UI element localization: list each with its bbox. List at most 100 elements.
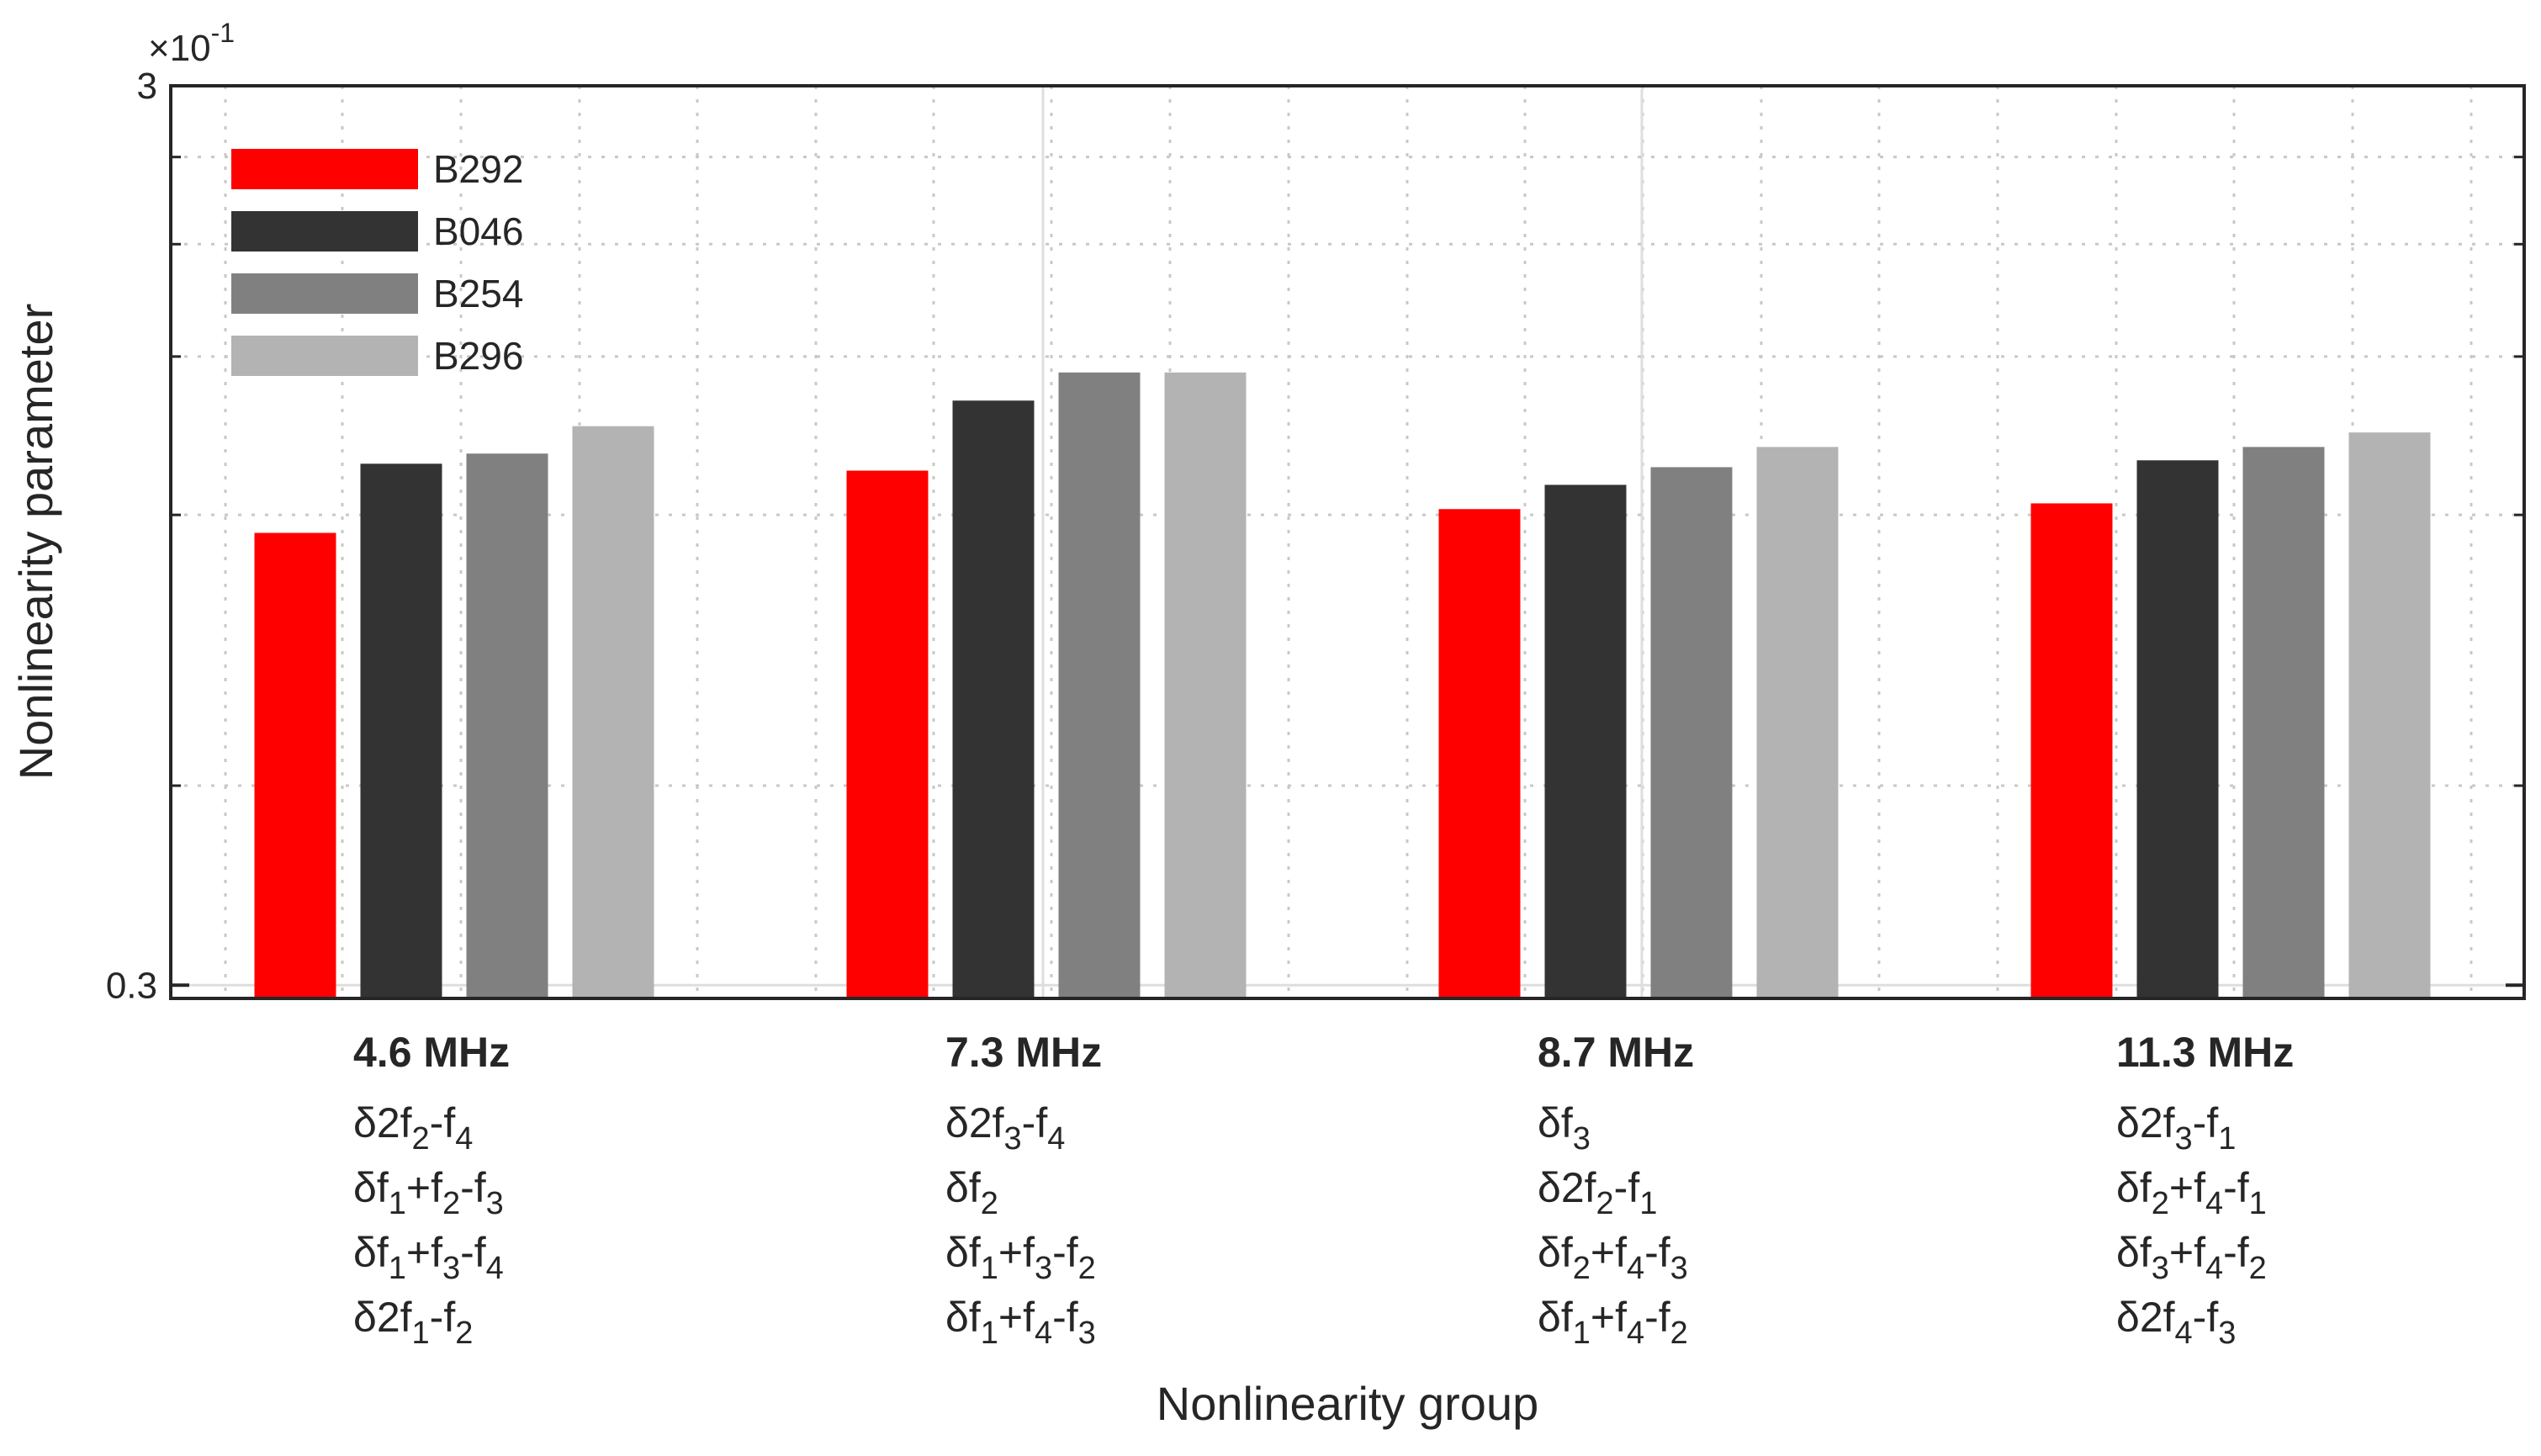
term-subscript: 2 — [1596, 1186, 1614, 1221]
y-tick-label: 0.3 — [106, 965, 157, 1006]
term-subscript: 3 — [2152, 1251, 2169, 1286]
x-group-term: δf1+f4-f3 — [945, 1294, 1096, 1351]
bar-b046-group-3 — [1544, 484, 1627, 998]
term-text: -f — [2193, 1294, 2219, 1341]
term-subscript: 1 — [981, 1251, 998, 1286]
y-ticks: 30.3 — [106, 66, 2524, 1006]
x-group-term: δ2f3-f4 — [945, 1099, 1065, 1157]
term-text: δ2f — [2116, 1099, 2175, 1146]
x-group-term: δf3 — [1538, 1099, 1591, 1157]
term-text: -f — [1644, 1229, 1670, 1276]
term-text: δf — [945, 1164, 981, 1211]
y-axis-label: Nonlinearity parameter — [9, 304, 62, 780]
term-subscript: 3 — [442, 1251, 460, 1286]
legend-label-b254: B254 — [433, 272, 523, 315]
term-subscript: 2 — [412, 1121, 430, 1157]
grid-lines — [171, 84, 2524, 998]
term-text: -f — [460, 1229, 486, 1276]
term-subscript: 4 — [1627, 1251, 1644, 1286]
term-subscript: 1 — [1639, 1186, 1657, 1221]
x-group-term: δf2 — [945, 1164, 998, 1221]
x-group-term: δ2f4-f3 — [2116, 1294, 2236, 1351]
term-text: δ2f — [353, 1099, 412, 1146]
term-text: δ2f — [1538, 1164, 1596, 1211]
legend-label-b046: B046 — [433, 209, 523, 253]
x-group-term: δf1+f3-f2 — [945, 1229, 1096, 1286]
term-subscript: 2 — [455, 1316, 473, 1351]
term-text: +f — [406, 1229, 442, 1276]
x-group-term: δf1+f3-f4 — [353, 1229, 504, 1286]
term-subscript: 4 — [1035, 1316, 1052, 1351]
term-text: -f — [1022, 1099, 1048, 1146]
term-text: δf — [1538, 1229, 1573, 1276]
x-group-title: 8.7 MHz — [1538, 1029, 1694, 1076]
y-exponent-base: ×10 — [148, 28, 211, 69]
x-group-labels: 4.6 MHzδ2f2-f4δf1+f2-f3δf1+f3-f4δ2f1-f27… — [353, 1029, 2294, 1351]
legend-swatch-b046 — [231, 211, 418, 251]
term-text: δ2f — [2116, 1294, 2175, 1341]
bar-b254-group-3 — [1650, 467, 1733, 998]
term-subscript: 4 — [486, 1251, 504, 1286]
plot-border — [169, 84, 2526, 1000]
y-tick-label: 3 — [137, 66, 157, 107]
legend-swatch-b254 — [231, 273, 418, 314]
bar-b046-group-4 — [2136, 460, 2219, 998]
bar-b254-group-2 — [1058, 372, 1141, 998]
term-subscript: 1 — [389, 1186, 406, 1221]
bar-b296-group-4 — [2348, 432, 2431, 998]
x-group-term: δf1+f2-f3 — [353, 1164, 504, 1221]
term-text: δf — [945, 1229, 981, 1276]
term-text: -f — [430, 1099, 456, 1146]
term-subscript: 4 — [1047, 1121, 1065, 1157]
bar-b046-group-2 — [952, 400, 1035, 998]
x-group-title: 4.6 MHz — [353, 1029, 510, 1076]
term-subscript: 2 — [981, 1186, 998, 1221]
term-subscript: 3 — [2175, 1121, 2193, 1157]
term-text: -f — [2193, 1099, 2219, 1146]
term-subscript: 3 — [1573, 1121, 1591, 1157]
term-subscript: 4 — [2175, 1316, 2193, 1351]
term-subscript: 3 — [2218, 1316, 2236, 1351]
legend-label-b292: B292 — [433, 147, 523, 191]
term-text: +f — [2169, 1229, 2205, 1276]
term-text: δf — [2116, 1229, 2152, 1276]
x-group-term: δ2f2-f1 — [1538, 1164, 1657, 1221]
x-group-title: 7.3 MHz — [945, 1029, 1102, 1076]
bar-b254-group-1 — [466, 453, 548, 998]
bar-b292-group-3 — [1438, 509, 1521, 998]
term-subscript: 1 — [1573, 1316, 1591, 1351]
term-subscript: 4 — [1627, 1316, 1644, 1351]
term-subscript: 3 — [1670, 1251, 1688, 1286]
x-group-term: δf2+f4-f3 — [1538, 1229, 1688, 1286]
term-text: δf — [1538, 1294, 1573, 1341]
term-text: +f — [998, 1294, 1035, 1341]
bar-b292-group-1 — [254, 532, 336, 998]
term-text: +f — [1591, 1229, 1627, 1276]
term-text: +f — [406, 1164, 442, 1211]
y-exponent-label: ×10-1 — [148, 18, 235, 69]
term-text: -f — [460, 1164, 486, 1211]
legend-swatch-b292 — [231, 149, 418, 189]
term-text: δf — [353, 1229, 389, 1276]
term-text: +f — [1591, 1294, 1627, 1341]
term-subscript: 1 — [981, 1316, 998, 1351]
term-subscript: 1 — [412, 1316, 430, 1351]
term-subscript: 3 — [1078, 1316, 1096, 1351]
term-subscript: 2 — [442, 1186, 460, 1221]
x-group-term: δ2f2-f4 — [353, 1099, 473, 1157]
x-group-term: δ2f3-f1 — [2116, 1099, 2236, 1157]
term-subscript: 2 — [1078, 1251, 1096, 1286]
bar-b296-group-2 — [1164, 372, 1247, 998]
x-group-term: δ2f1-f2 — [353, 1294, 473, 1351]
bar-b046-group-1 — [360, 463, 442, 998]
y-exponent-power: -1 — [211, 18, 235, 48]
bar-b292-group-2 — [846, 470, 929, 998]
term-text: δf — [1538, 1099, 1573, 1146]
bar-b292-group-4 — [2030, 503, 2113, 998]
term-subscript: 4 — [2205, 1186, 2223, 1221]
term-text: +f — [998, 1229, 1035, 1276]
